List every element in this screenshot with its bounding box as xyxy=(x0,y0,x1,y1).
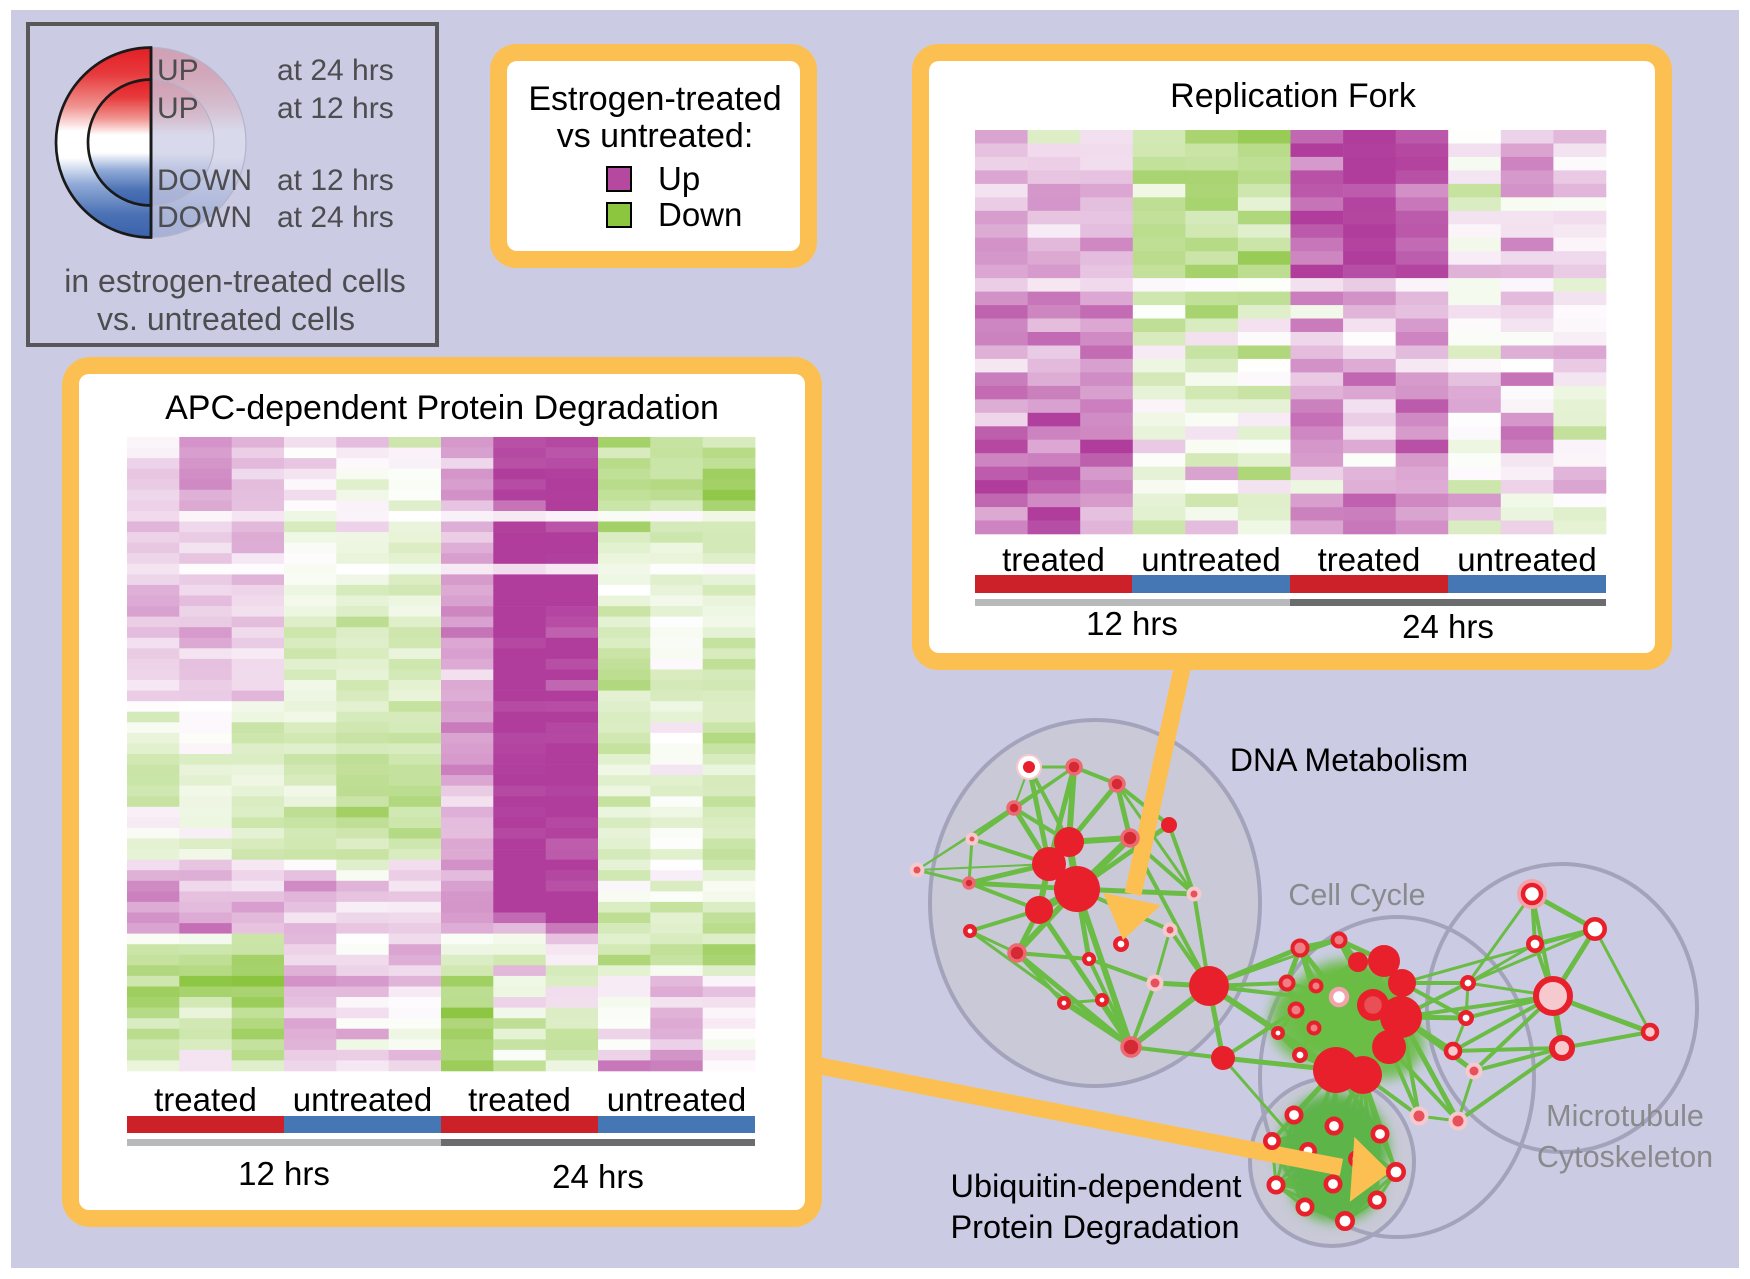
svg-text:24 hrs: 24 hrs xyxy=(552,1158,644,1195)
svg-text:DOWN: DOWN xyxy=(157,201,252,234)
svg-text:Microtubule: Microtubule xyxy=(1546,1099,1704,1133)
svg-text:at 12 hrs: at 12 hrs xyxy=(277,92,394,125)
svg-text:UP: UP xyxy=(157,92,199,125)
svg-text:treated: treated xyxy=(468,1081,571,1118)
svg-text:untreated: untreated xyxy=(293,1081,432,1118)
svg-text:Down: Down xyxy=(658,196,742,233)
svg-text:DOWN: DOWN xyxy=(157,164,252,197)
svg-text:Cell Cycle: Cell Cycle xyxy=(1288,878,1425,912)
svg-text:untreated: untreated xyxy=(607,1081,746,1118)
svg-text:Up: Up xyxy=(658,160,700,197)
svg-text:UP: UP xyxy=(157,54,199,87)
svg-text:vs untreated:: vs untreated: xyxy=(557,117,754,155)
svg-text:at 24 hrs: at 24 hrs xyxy=(277,54,394,87)
svg-text:at 24 hrs: at 24 hrs xyxy=(277,201,394,234)
svg-text:DNA Metabolism: DNA Metabolism xyxy=(1230,742,1468,778)
svg-text:Ubiquitin-dependent: Ubiquitin-dependent xyxy=(951,1168,1242,1204)
svg-text:Replication Fork: Replication Fork xyxy=(1170,77,1417,115)
svg-text:untreated: untreated xyxy=(1457,541,1596,578)
svg-text:12 hrs: 12 hrs xyxy=(1086,605,1178,642)
svg-text:vs. untreated cells: vs. untreated cells xyxy=(97,301,355,337)
svg-text:treated: treated xyxy=(154,1081,257,1118)
svg-text:Cytoskeleton: Cytoskeleton xyxy=(1537,1140,1713,1174)
svg-text:treated: treated xyxy=(1002,541,1105,578)
svg-text:untreated: untreated xyxy=(1141,541,1280,578)
svg-text:Estrogen-treated: Estrogen-treated xyxy=(528,80,781,118)
svg-text:in estrogen-treated cells: in estrogen-treated cells xyxy=(64,263,406,299)
svg-text:treated: treated xyxy=(1318,541,1421,578)
svg-text:APC-dependent Protein Degradat: APC-dependent Protein Degradation xyxy=(165,389,719,427)
svg-text:24 hrs: 24 hrs xyxy=(1402,608,1494,645)
svg-text:Protein Degradation: Protein Degradation xyxy=(950,1209,1239,1245)
svg-text:12 hrs: 12 hrs xyxy=(238,1155,330,1192)
svg-text:at 12 hrs: at 12 hrs xyxy=(277,164,394,197)
